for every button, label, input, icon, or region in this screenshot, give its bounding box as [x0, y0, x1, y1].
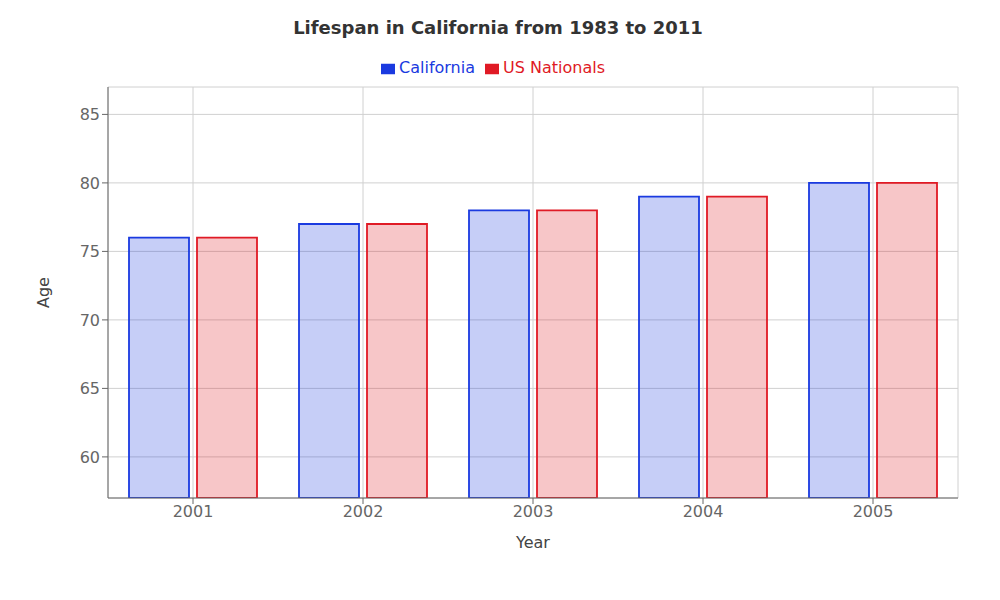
- html-text:Lifespan in California from 19: Lifespan in California from 1983 to 2011: [293, 17, 703, 38]
- svg-text:60: 60: [80, 448, 100, 467]
- svg-text:2004: 2004: [683, 502, 724, 521]
- svg-text:2002: 2002: [343, 502, 384, 521]
- svg-text:80: 80: [80, 174, 100, 193]
- svg-text:Age: Age: [34, 277, 53, 308]
- html-text:California: California: [399, 58, 475, 77]
- svg-text:Year: Year: [515, 533, 550, 552]
- svg-text:65: 65: [80, 379, 100, 398]
- svg-text:2005: 2005: [853, 502, 894, 521]
- svg-text:70: 70: [80, 311, 100, 330]
- svg-text:85: 85: [80, 105, 100, 124]
- svg-text:2003: 2003: [513, 502, 554, 521]
- svg-text:2001: 2001: [173, 502, 214, 521]
- svg-text:75: 75: [80, 242, 100, 261]
- html-text:US Nationals: US Nationals: [503, 58, 605, 77]
